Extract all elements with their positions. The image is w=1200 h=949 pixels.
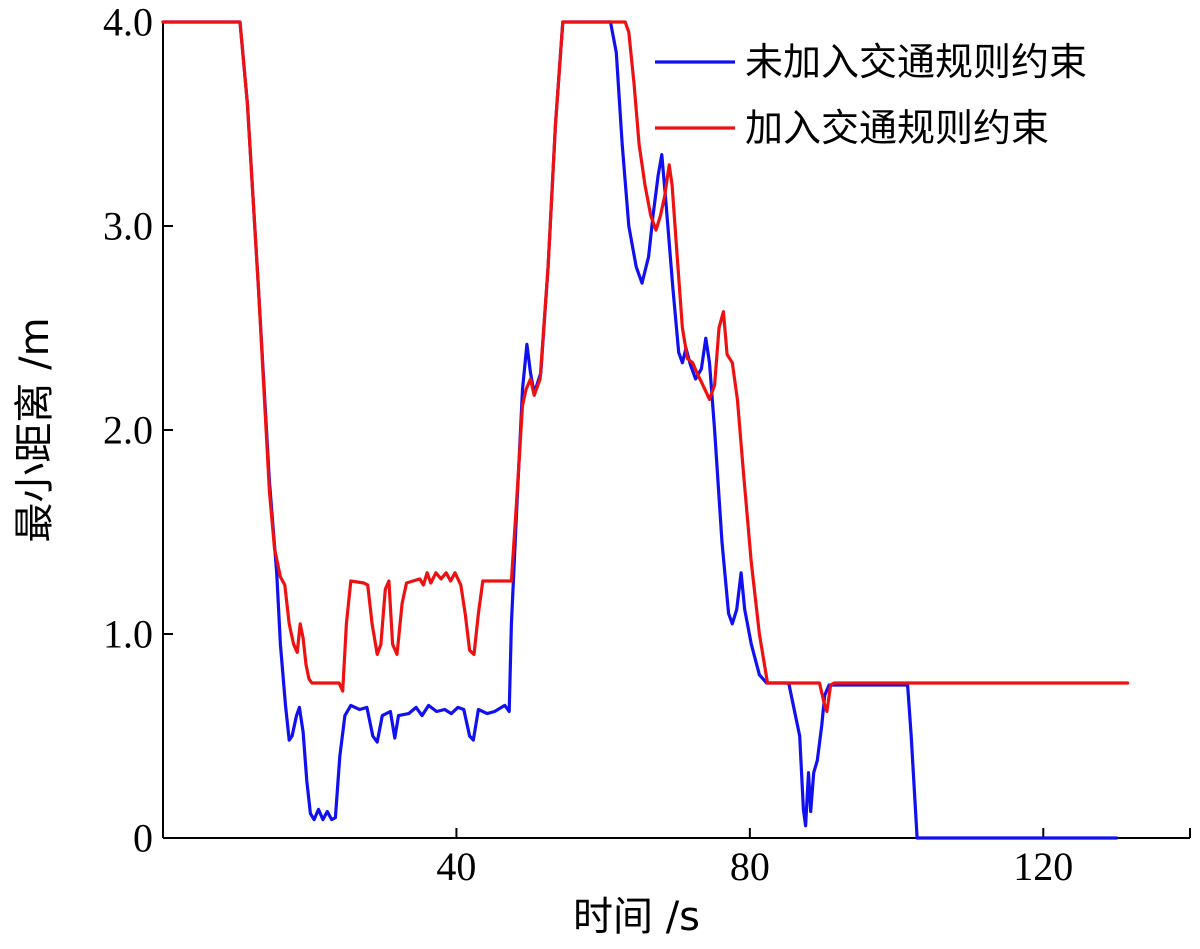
y-tick-label: 3.0 (103, 204, 153, 249)
y-axis-ticks: 0 1.0 2.0 3.0 4.0 (103, 0, 173, 861)
y-tick-label: 4.0 (103, 0, 153, 45)
legend-label-series-2: 加入交通规则约束 (745, 106, 1049, 150)
legend: 未加入交通规则约束 加入交通规则约束 (655, 40, 1087, 150)
y-tick-label: 2.0 (103, 408, 153, 453)
legend-label-series-1: 未加入交通规则约束 (745, 40, 1087, 84)
series-group (161, 20, 1130, 840)
x-tick-label: 120 (1013, 844, 1073, 889)
x-axis-title: 时间 /s (573, 894, 700, 940)
series-line-1 (161, 20, 1119, 840)
x-axis-ticks: 40 80 120 (436, 828, 1191, 889)
y-tick-label: 0 (133, 816, 153, 861)
x-tick-label: 80 (730, 844, 770, 889)
y-tick-label: 1.0 (103, 612, 153, 657)
series-line-2 (161, 20, 1130, 714)
y-axis-title: 最小距离 /m (12, 317, 58, 542)
x-tick-label: 40 (436, 844, 476, 889)
plot-area: 0 1.0 2.0 3.0 4.0 40 80 120 (103, 0, 1191, 889)
